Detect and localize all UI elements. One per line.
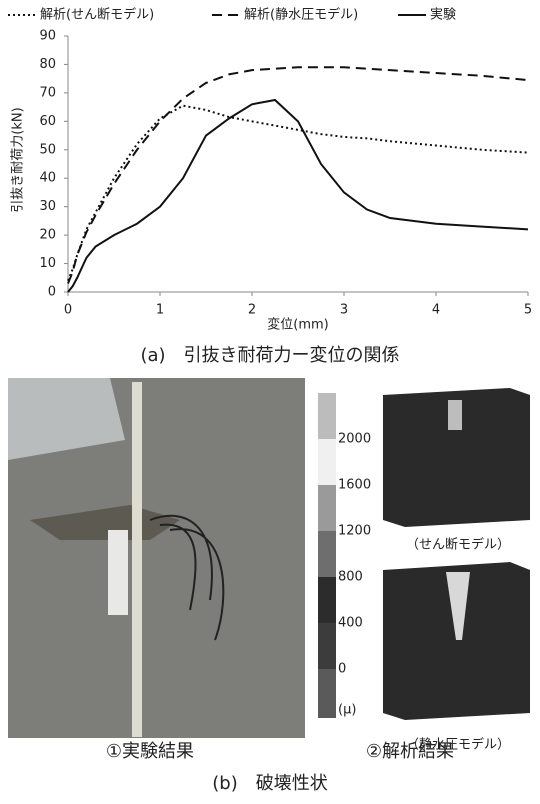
caption: (b) 破壊性状 (212, 773, 327, 794)
x-tick-label: 0 (64, 303, 72, 318)
photo (8, 378, 305, 738)
colorbar-tick-label: 1600 (338, 478, 371, 493)
legend-label: 実験 (430, 7, 456, 23)
y-tick-label: 20 (39, 228, 56, 243)
panel-label: ②解析結果 (366, 741, 454, 762)
y-tick-label: 80 (39, 57, 56, 72)
legend-label: 解析(静水圧モデル) (244, 7, 358, 23)
y-tick-label: 50 (39, 142, 56, 157)
y-tick-label: 60 (39, 114, 56, 129)
figure: 引抜き耐荷力(kN) 変位(mm) (a) 引抜き耐荷力ー変位の関係 （せん断モ… (0, 0, 540, 800)
colorbar-tick-label: 800 (338, 570, 363, 585)
colorbar (318, 393, 336, 718)
y-axis-label: 引抜き耐荷力(kN) (10, 107, 26, 212)
model-label: （せん断モデル） (406, 537, 510, 553)
colorbar-tick-label: 2000 (338, 432, 371, 447)
colorbar-tick-label: 0 (338, 662, 346, 677)
x-axis-label: 変位(mm) (267, 317, 328, 333)
panel-label: ①実験結果 (106, 741, 194, 762)
y-tick-label: 30 (39, 199, 56, 214)
legend-label: 解析(せん断モデル) (40, 7, 154, 23)
y-tick-label: 70 (39, 85, 56, 100)
x-tick-label: 3 (340, 303, 348, 318)
y-tick-label: 0 (48, 285, 56, 300)
x-tick-label: 1 (156, 303, 164, 318)
y-tick-label: 10 (39, 256, 56, 271)
colorbar-unit: (μ) (338, 703, 356, 718)
colorbar-tick-label: 400 (338, 616, 363, 631)
caption: (a) 引抜き耐荷力ー変位の関係 (140, 345, 399, 366)
colorbar-tick-label: 1200 (338, 524, 371, 539)
x-tick-label: 2 (248, 303, 256, 318)
y-tick-label: 40 (39, 171, 56, 186)
y-tick-label: 90 (39, 29, 56, 44)
x-tick-label: 5 (524, 303, 532, 318)
x-tick-label: 4 (432, 303, 440, 318)
